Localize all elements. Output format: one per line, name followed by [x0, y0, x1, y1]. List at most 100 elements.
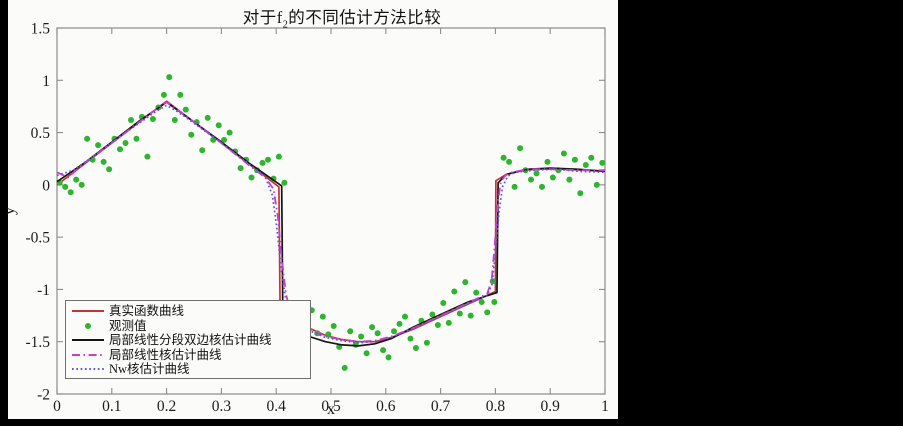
- legend-label: 观测值: [109, 318, 147, 333]
- scatter-point: [188, 131, 195, 138]
- x-tick-label: 0.1: [102, 398, 121, 415]
- scatter-point: [62, 183, 69, 190]
- scatter-point: [478, 299, 485, 305]
- x-tick-label: 0.4: [267, 398, 287, 415]
- legend-swatch-solid: [72, 339, 104, 342]
- x-tick-labels: 0 0.1 0.2 0.3 0.4 0.5 0.6 0.7 0.8 0.9 1: [53, 398, 609, 415]
- y-tick-label: 1.5: [31, 21, 51, 38]
- scatter-point: [506, 158, 513, 165]
- legend-box: 真实函数曲线 观测值 局部线性分段双边核估计曲线 局部线性核估计曲线 Nw核估计曲线: [65, 300, 311, 379]
- y-tick-label: 0.5: [31, 125, 51, 142]
- y-tick-label: -1.5: [25, 334, 50, 351]
- scatter-point: [177, 91, 184, 98]
- legend-item: 真实函数曲线: [66, 304, 310, 319]
- scatter-point: [396, 320, 403, 327]
- scatter-point: [484, 309, 491, 316]
- x-tick-label: 0: [53, 398, 61, 415]
- scatter-point: [182, 106, 189, 113]
- legend-swatch-dashdot: [72, 353, 104, 356]
- y-tick-label: -1: [37, 282, 50, 299]
- scatter-point: [374, 330, 381, 337]
- scatter-point: [144, 153, 151, 160]
- scatter-point: [275, 153, 282, 160]
- scatter-point: [391, 328, 397, 335]
- scatter-point: [491, 299, 498, 305]
- scatter-point: [473, 289, 480, 296]
- scatter-point: [445, 319, 452, 326]
- scatter-point: [149, 116, 156, 122]
- legend-item: 局部线性分段双边核估计曲线: [66, 333, 310, 348]
- y-tick-labels: -2 -1.5 -1 -0.5 0 0.5 1 1.5: [25, 21, 50, 404]
- scatter-point: [423, 339, 430, 346]
- scatter-point: [95, 142, 102, 149]
- scatter-point: [500, 154, 507, 161]
- y-tick-label: 1: [42, 73, 50, 90]
- scatter-point: [467, 312, 474, 319]
- scatter-point: [571, 156, 578, 163]
- scatter-point: [593, 181, 600, 188]
- scatter-point: [517, 145, 524, 152]
- x-tick-label: 0.7: [431, 398, 451, 415]
- scatter-point: [319, 313, 326, 320]
- scatter-point: [210, 136, 217, 143]
- scatter-point: [122, 140, 129, 146]
- chart-title: 对于f2的不同估计方法比较: [62, 4, 622, 30]
- scatter-point: [265, 156, 271, 163]
- scatter-point: [363, 350, 370, 357]
- x-tick-label: 0.3: [212, 398, 232, 415]
- scatter-point: [407, 335, 414, 342]
- scatter-point: [215, 122, 222, 129]
- legend-label: Nw核估计曲线: [109, 362, 190, 377]
- scatter-point: [528, 176, 534, 183]
- scatter-point: [385, 354, 392, 361]
- legend-label: 局部线性分段双边核估计曲线: [109, 333, 272, 348]
- scatter-point: [199, 147, 206, 154]
- x-tick-label: 0.5: [321, 398, 341, 415]
- scatter-point: [462, 279, 469, 286]
- scatter-point: [429, 311, 436, 318]
- scatter-point: [560, 150, 567, 157]
- x-tick-label: 1: [601, 398, 609, 415]
- scatter-point: [67, 189, 74, 196]
- scatter-point: [106, 166, 113, 173]
- legend-swatch-dotted: [72, 368, 104, 371]
- scatter-point: [117, 146, 123, 153]
- scatter-point: [539, 183, 545, 190]
- y-tick-label: -0.5: [25, 230, 50, 247]
- scatter-point: [341, 364, 348, 371]
- scatter-point: [533, 170, 540, 177]
- chart-title-subscript: 2: [282, 19, 289, 31]
- scatter-point: [330, 323, 337, 329]
- legend-swatch-scatter: [85, 322, 91, 329]
- legend-item: Nw核估计曲线: [66, 362, 310, 377]
- scatter-point: [549, 174, 556, 181]
- scatter-point: [259, 159, 266, 166]
- scatter-point: [451, 288, 458, 295]
- scatter-point: [380, 347, 387, 354]
- scatter-point: [221, 136, 228, 143]
- scatter-point: [412, 345, 419, 351]
- scatter-point: [281, 179, 288, 186]
- scatter-point: [248, 174, 255, 181]
- scatter-point: [78, 181, 85, 188]
- scatter-point: [440, 300, 447, 306]
- y-axis-label: y: [1, 207, 18, 215]
- scatter-point: [582, 162, 589, 168]
- scatter-point: [544, 158, 551, 165]
- x-tick-label: 0.8: [486, 398, 506, 415]
- scatter-point: [73, 176, 80, 183]
- y-tick-label: -2: [37, 387, 50, 404]
- scatter-point: [237, 165, 244, 172]
- legend-marker-dot: [85, 322, 91, 329]
- scatter-point: [100, 158, 107, 165]
- y-tick-label: 0: [42, 177, 50, 194]
- scatter-point: [511, 183, 518, 190]
- x-axis-label: x: [327, 401, 335, 418]
- scatter-point: [402, 313, 408, 320]
- scatter-point: [358, 333, 365, 340]
- scatter-point: [226, 129, 233, 136]
- scatter-point: [456, 310, 463, 317]
- scatter-point: [133, 135, 140, 142]
